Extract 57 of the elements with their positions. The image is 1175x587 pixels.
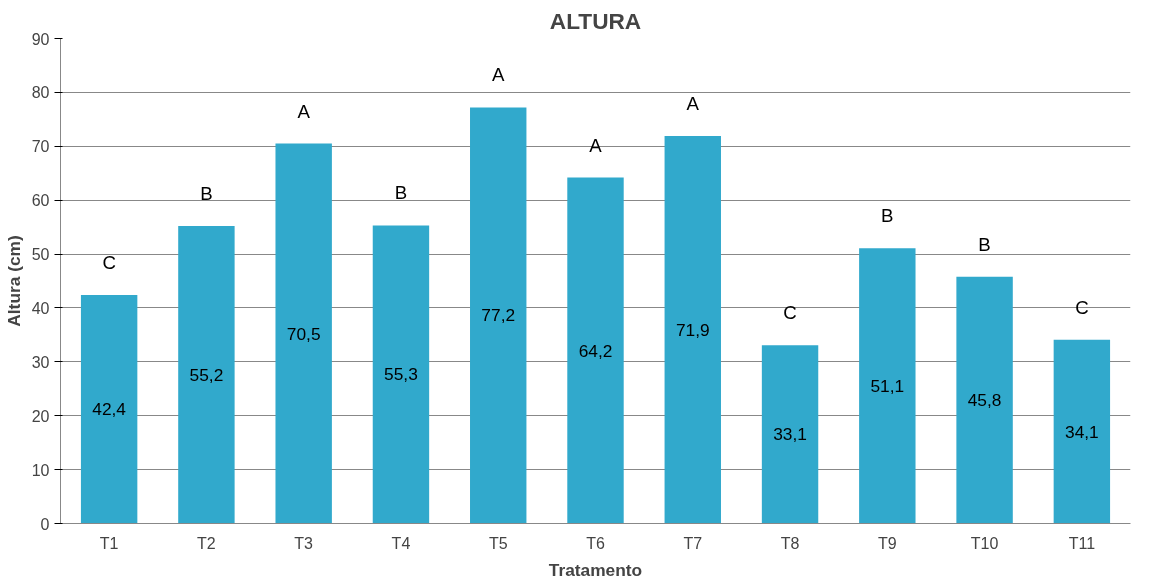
annotation: C — [1075, 296, 1089, 318]
annotation: C — [102, 252, 116, 274]
y-tick-label: 50 — [31, 246, 50, 264]
x-tick-label: T11 — [1068, 534, 1096, 552]
chart-title: ALTURA — [549, 7, 642, 34]
y-tick-label: 40 — [31, 299, 50, 317]
bar — [372, 225, 430, 524]
data-label: 42,4 — [92, 399, 127, 420]
data-label: 55,3 — [384, 364, 418, 385]
x-tick-label: T8 — [780, 534, 800, 552]
y-tick-label: 10 — [31, 461, 50, 479]
data-label: 70,5 — [286, 323, 321, 344]
data-label: 55,2 — [189, 364, 224, 385]
x-tick-label: T1 — [99, 534, 119, 552]
x-tick-label: T3 — [294, 534, 314, 552]
data-label: 77,2 — [481, 305, 516, 326]
x-tick-label: T7 — [683, 534, 703, 552]
bar — [80, 295, 138, 524]
y-tick-label: 70 — [31, 138, 50, 156]
annotation: B — [200, 183, 213, 205]
annotation: B — [394, 182, 408, 204]
x-tick-label: T9 — [877, 534, 897, 552]
bar — [761, 345, 819, 524]
y-tick-label: 30 — [31, 353, 50, 371]
annotation: A — [589, 134, 603, 156]
x-tick-label: T5 — [488, 534, 508, 552]
x-tick-label: T2 — [197, 534, 216, 552]
x-tick-label: T10 — [970, 534, 999, 552]
annotation: A — [297, 100, 311, 122]
x-tick-label: T4 — [391, 534, 411, 552]
bar — [178, 226, 235, 524]
annotation: B — [881, 205, 894, 227]
y-tick-label: 90 — [31, 30, 50, 48]
y-tick-label: 0 — [40, 515, 50, 533]
data-label: 33,1 — [773, 424, 807, 445]
annotation: A — [492, 64, 506, 86]
y-tick-label: 60 — [31, 192, 50, 210]
data-label: 51,1 — [870, 375, 905, 396]
y-axis-title: Altura (cm) — [3, 235, 24, 327]
bar — [567, 177, 624, 524]
bar — [1053, 339, 1111, 524]
annotation: B — [978, 233, 991, 255]
annotation: C — [783, 302, 797, 324]
x-tick-label: T6 — [586, 534, 605, 552]
bar — [956, 276, 1013, 524]
x-axis-title: Tratamento — [548, 559, 643, 580]
y-tick-label: 20 — [31, 407, 50, 425]
bar — [859, 248, 916, 524]
data-label: 45,8 — [967, 390, 1002, 411]
bar — [275, 143, 332, 524]
data-label: 64,2 — [578, 340, 613, 361]
data-label: 34,1 — [1065, 421, 1099, 442]
y-tick-label: 80 — [31, 84, 50, 102]
data-label: 71,9 — [675, 319, 710, 340]
bar — [470, 107, 527, 524]
annotation: A — [686, 93, 700, 115]
bar — [664, 136, 721, 524]
